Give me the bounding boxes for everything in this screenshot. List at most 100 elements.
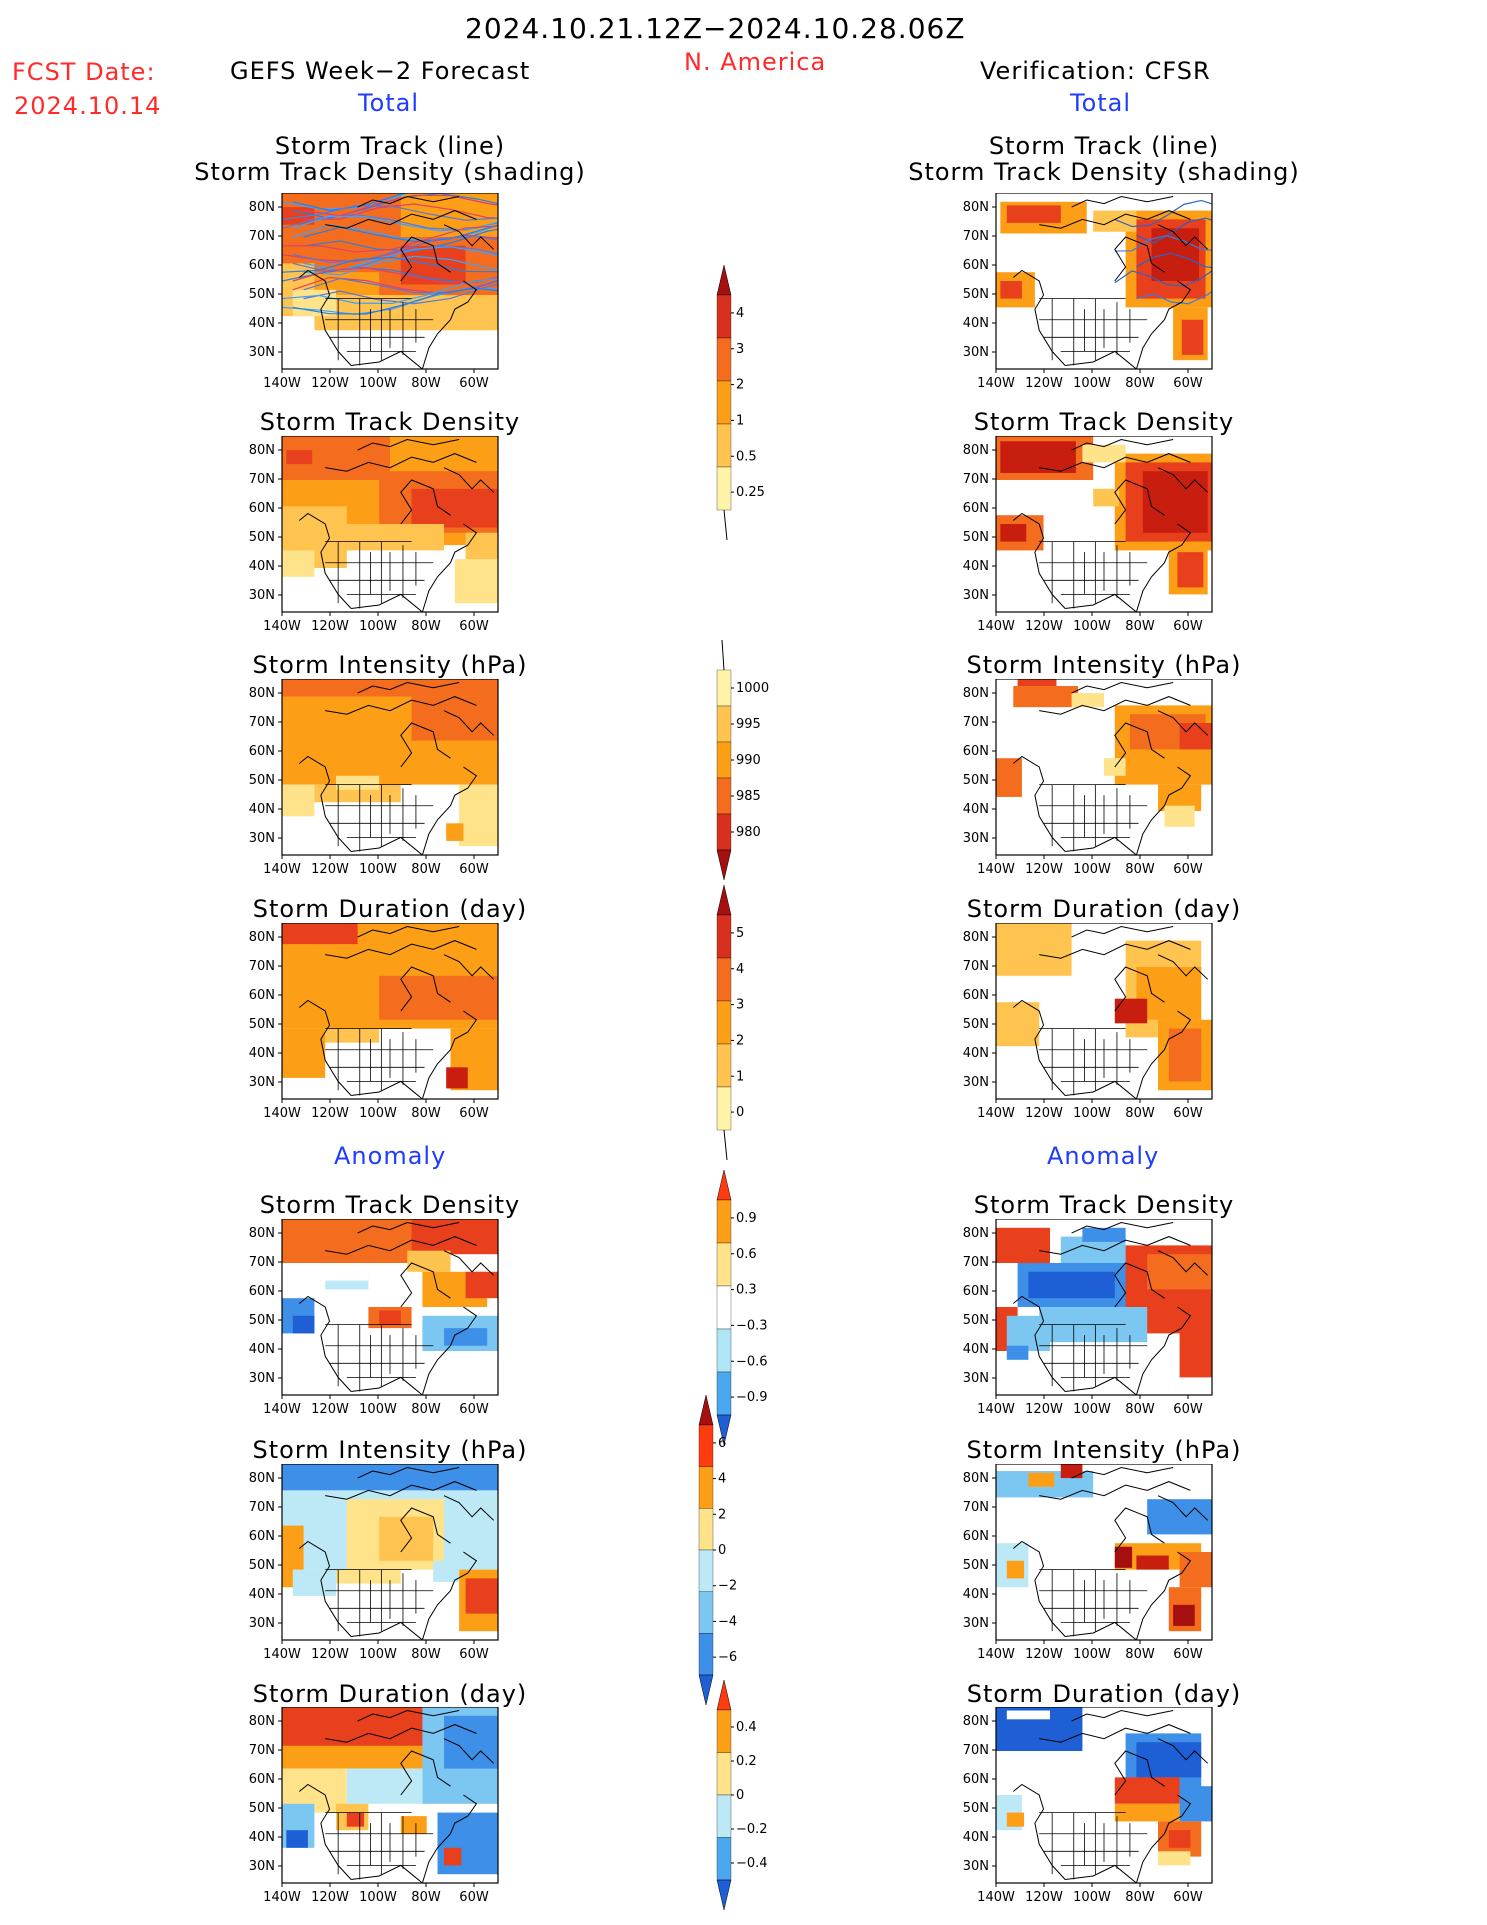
lat-tick-label: 40N [963, 559, 989, 574]
coastline [1012, 1783, 1066, 1880]
shading-cell [286, 1830, 308, 1848]
coastline [1071, 681, 1174, 694]
colorbar-segment [716, 1000, 732, 1045]
shading-cell [1114, 998, 1148, 1024]
lat-tick-label: 50N [249, 1558, 275, 1573]
colorbar-label: 3 [736, 342, 744, 357]
lon-tick-label: 140W [263, 1890, 301, 1905]
coastline [443, 1250, 495, 1276]
panel-title-duration-right: Storm Duration (day) [966, 895, 1242, 923]
colorbar-segment [716, 1086, 732, 1131]
coastline [357, 1709, 460, 1722]
lon-tick-label: 80W [411, 1890, 441, 1905]
lat-tick-label: 50N [963, 1801, 989, 1816]
left-total-label: Total [358, 89, 420, 117]
coastline [421, 280, 478, 369]
storm-track-line [303, 246, 498, 272]
colorbar-label: −2 [718, 1579, 737, 1594]
coastline [443, 710, 495, 736]
colorbar-tail-bottom [723, 509, 728, 541]
shading-cell [1000, 524, 1027, 542]
right-total-label: Total [1070, 89, 1132, 117]
lon-tick-label: 80W [1125, 1402, 1155, 1417]
shading-cell [336, 775, 380, 790]
coastline [1157, 710, 1209, 736]
colorbar-arrow-bottom [716, 1414, 732, 1446]
colorbar-label: 0.5 [736, 449, 757, 464]
lon-tick-label: 100W [1073, 1106, 1111, 1121]
lon-tick-label: 120W [1025, 376, 1063, 391]
lon-tick-label: 100W [1073, 862, 1111, 877]
shading-cell [346, 1768, 423, 1804]
shading-cell [286, 450, 313, 465]
shading-cell [1000, 441, 1076, 473]
lat-tick-label: 30N [249, 831, 275, 846]
coastline [1039, 210, 1191, 229]
colorbar-label: −0.9 [736, 1390, 768, 1405]
lat-tick-label: 30N [963, 1859, 989, 1874]
coastline [1012, 1295, 1066, 1392]
lon-tick-label: 60W [1173, 619, 1203, 634]
shading-cell [433, 1560, 460, 1582]
colorbar-label: 6 [718, 1436, 726, 1451]
shading-cell [1114, 1546, 1133, 1568]
coastline [1071, 1709, 1174, 1722]
panel-title-track-right: Storm Track (line) [988, 132, 1220, 160]
shading-cell [1060, 1464, 1083, 1479]
map-frame [995, 1464, 1213, 1641]
coastline [298, 1295, 352, 1392]
lon-tick-label: 80W [411, 862, 441, 877]
colorbar-label: 0.2 [736, 1754, 757, 1769]
lat-tick-label: 80N [963, 1226, 989, 1241]
colorbar-cb_duration_anom: 0.4 0.2 0 −0.2 −0.4 [716, 1680, 768, 1911]
map-frame [281, 436, 499, 613]
coastline [421, 1010, 478, 1099]
storm-track-line [1114, 199, 1212, 228]
shading-cell [1179, 1324, 1212, 1378]
shading-cell [444, 1328, 488, 1346]
lat-tick-label: 40N [249, 316, 275, 331]
lon-tick-label: 80W [411, 619, 441, 634]
lon-tick-label: 80W [1125, 1106, 1155, 1121]
lat-tick-label: 70N [963, 472, 989, 487]
lat-tick-label: 80N [249, 930, 275, 945]
coastline [1039, 453, 1191, 472]
colorbar-segment [716, 914, 732, 959]
lat-tick-label: 60N [249, 1772, 275, 1787]
lat-tick-label: 60N [249, 744, 275, 759]
colorbar-segment [716, 1285, 732, 1330]
coastline [325, 1481, 477, 1500]
shading-cell [1173, 1604, 1195, 1626]
lon-tick-label: 100W [1073, 376, 1111, 391]
colorbar-segment [698, 1633, 714, 1676]
lat-tick-label: 40N [249, 1046, 275, 1061]
colorbar-segment [716, 1709, 732, 1753]
lon-tick-label: 100W [359, 619, 397, 634]
lat-tick-label: 30N [963, 1371, 989, 1386]
colorbar-label: 0.6 [736, 1247, 757, 1262]
colorbar-segment [716, 1043, 732, 1088]
colorbar-tail-bottom [723, 1129, 728, 1161]
shading-cell [1114, 1803, 1180, 1822]
lat-tick-label: 70N [249, 715, 275, 730]
coastline [325, 1724, 477, 1743]
coastline [1114, 1750, 1165, 1796]
shading-cell [1006, 205, 1061, 223]
map-density_anom-right: 80N 70N 60N 50N 40N 30N 140W 120W 100W 80W 60W [963, 1219, 1213, 1417]
lon-tick-label: 60W [1173, 1890, 1203, 1905]
coastline [298, 512, 352, 609]
shading-cell [446, 823, 464, 841]
map-frame [281, 1464, 499, 1641]
fcst-date-label: FCST Date: [12, 58, 156, 86]
storm-track-line [282, 213, 498, 231]
colorbar-segment [716, 337, 732, 382]
panel-title-intensity-left: Storm Intensity (hPa) [252, 651, 528, 679]
lon-tick-label: 100W [1073, 1647, 1111, 1662]
colorbar-segment [716, 1328, 732, 1373]
colorbar-segment [716, 294, 732, 339]
colorbar-label: 0 [736, 1788, 744, 1803]
storm-track-line [292, 267, 498, 283]
lon-tick-label: 140W [263, 862, 301, 877]
lon-tick-label: 100W [359, 376, 397, 391]
shading-cell [282, 679, 498, 697]
